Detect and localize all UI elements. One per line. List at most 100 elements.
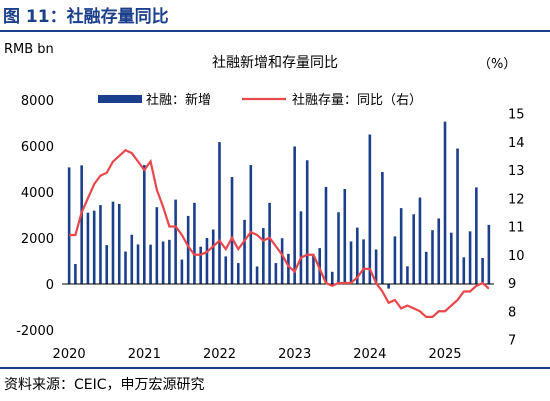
bar <box>92 210 96 284</box>
bar <box>199 246 202 284</box>
right-tick-label: 9 <box>508 277 516 292</box>
left-axis-unit: RMB bn <box>4 42 54 57</box>
bar <box>299 211 303 284</box>
bar <box>330 271 334 284</box>
bar <box>443 121 447 285</box>
bar <box>174 199 177 284</box>
left-tick-label: 4000 <box>21 186 54 201</box>
bar <box>424 251 428 284</box>
bar <box>149 244 152 284</box>
x-tick-label: 2020 <box>53 347 86 362</box>
bar <box>105 245 109 284</box>
right-tick-label: 10 <box>508 249 525 264</box>
right-tick-label: 13 <box>508 164 525 179</box>
x-axis-ticks: 2020 2021 2022 2023 2024 2025 <box>53 347 462 362</box>
bar <box>437 218 441 284</box>
bar <box>136 244 140 284</box>
x-tick-label: 2023 <box>278 347 311 362</box>
bar <box>80 165 83 284</box>
bar <box>406 266 409 284</box>
bar <box>117 203 121 284</box>
bar <box>318 248 322 284</box>
bar <box>255 266 259 284</box>
bar <box>449 232 453 284</box>
bar <box>124 251 127 284</box>
right-tick-label: 15 <box>508 108 525 123</box>
right-tick-label: 7 <box>508 334 516 349</box>
bar <box>362 239 365 284</box>
bar <box>280 238 284 284</box>
source-rule <box>0 367 550 369</box>
bar <box>155 207 159 284</box>
bar <box>186 215 190 284</box>
bar <box>412 214 415 284</box>
legend-bar-swatch <box>98 95 142 103</box>
legend-item-line: 社融存量：同比（右） <box>242 92 422 108</box>
left-tick-label: 0 <box>46 278 54 293</box>
title-rule <box>0 30 550 32</box>
right-axis-ticks: 7 8 9 10 11 12 13 14 15 <box>508 108 525 349</box>
bar <box>211 229 215 284</box>
chart-svg: 社融：新增 社融存量：同比（右） -200002000400060008000 … <box>16 92 525 362</box>
bar <box>243 219 246 284</box>
bar <box>418 197 422 284</box>
bar <box>374 249 378 284</box>
right-axis-unit: （%） <box>478 57 517 72</box>
legend-line-label: 社融存量：同比（右） <box>292 92 422 108</box>
bar <box>268 202 271 284</box>
bar <box>487 224 491 284</box>
bar <box>67 167 71 284</box>
bar <box>456 148 459 284</box>
bar <box>312 255 315 284</box>
bar <box>99 205 102 284</box>
bar <box>168 239 171 284</box>
bar <box>356 227 359 284</box>
yoy-line <box>69 148 490 318</box>
right-tick-label: 12 <box>508 192 525 207</box>
left-tick-label: 6000 <box>21 140 54 155</box>
bar <box>324 186 328 284</box>
left-tick-label: 8000 <box>21 94 54 109</box>
x-tick-label: 2022 <box>203 347 236 362</box>
bar <box>368 134 372 284</box>
bar <box>399 208 403 284</box>
bar <box>462 257 466 284</box>
bar <box>218 142 221 284</box>
bar <box>381 171 384 284</box>
bar <box>393 236 397 284</box>
x-tick-label: 2024 <box>353 347 386 362</box>
bar <box>337 212 340 284</box>
bar <box>224 256 228 284</box>
x-tick-label: 2025 <box>428 347 461 362</box>
bar <box>262 228 265 284</box>
right-tick-label: 11 <box>508 221 525 236</box>
bar <box>130 234 134 284</box>
bar <box>74 263 77 284</box>
bar <box>236 263 240 284</box>
left-tick-label: 2000 <box>21 232 54 247</box>
bar <box>343 189 347 284</box>
bar <box>468 231 472 284</box>
bar <box>349 241 353 284</box>
right-tick-label: 14 <box>508 136 525 151</box>
bar <box>481 258 484 284</box>
left-axis-ticks: -2000 0 2000 4000 6000 8000 <box>16 94 54 339</box>
bar <box>287 253 290 284</box>
bar <box>180 259 184 284</box>
bar <box>305 160 309 284</box>
bar <box>205 238 209 284</box>
source-note: 资料来源：CEIC，申万宏源研究 <box>4 377 205 393</box>
bar <box>111 201 115 284</box>
bar <box>387 284 390 289</box>
bar <box>143 165 146 284</box>
legend-bar-label: 社融：新增 <box>146 92 211 108</box>
bar <box>161 241 165 284</box>
chart-title: 社融新增和存量同比 <box>212 55 338 71</box>
bar <box>86 212 90 284</box>
legend-item-bars: 社融：新增 <box>98 92 211 108</box>
bar <box>431 230 434 284</box>
bars-layer <box>67 121 491 289</box>
bar <box>193 202 196 284</box>
figure-title: 图 11：社融存量同比 <box>3 7 169 27</box>
bar <box>475 187 478 284</box>
